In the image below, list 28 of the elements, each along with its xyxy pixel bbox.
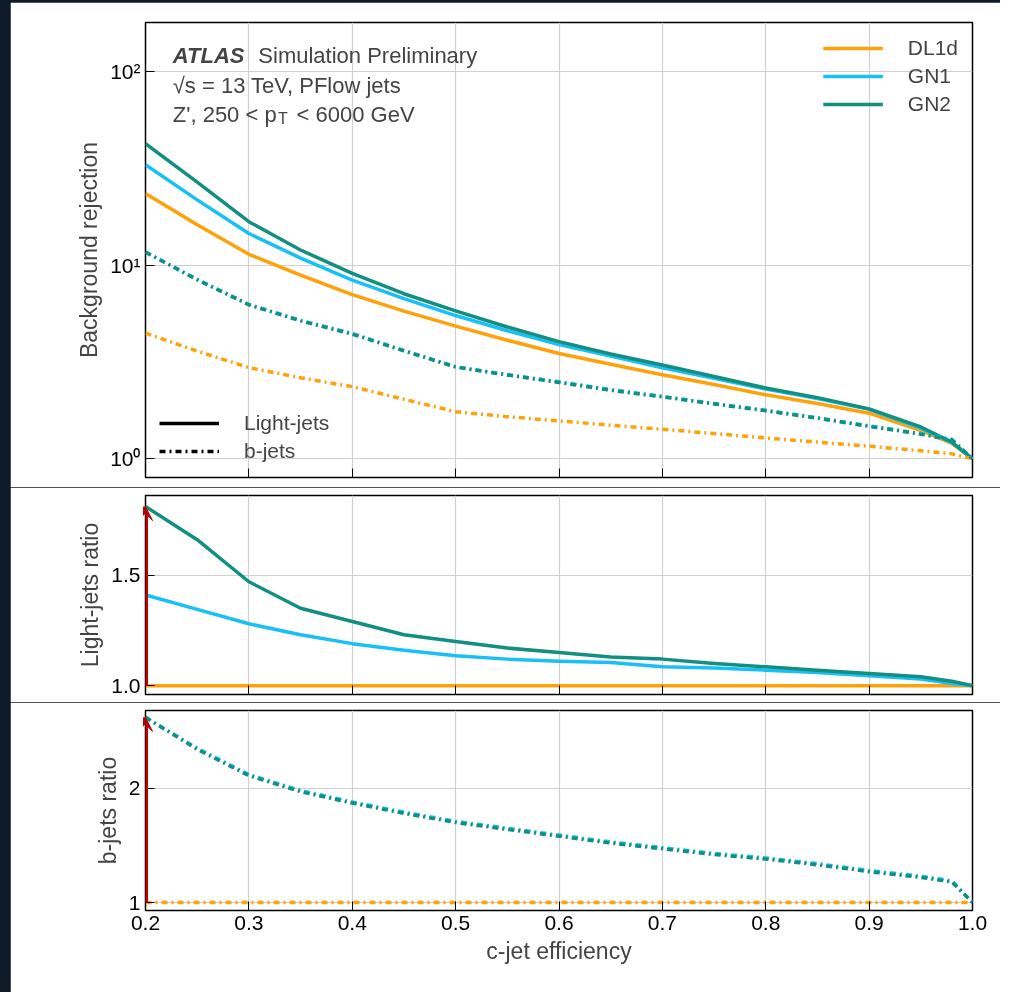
x-axis-title: c-jet efficiency xyxy=(486,937,633,964)
legend-label: GN1 xyxy=(907,64,951,88)
annotation: √s = 13 TeV, PFlow jets xyxy=(172,72,401,98)
line-series xyxy=(145,504,973,688)
annotation: b-jets xyxy=(244,439,296,463)
y-tick-label: 1.0 xyxy=(111,673,141,697)
annotation: ATLAS Simulation Preliminary xyxy=(171,42,478,68)
x-tick-label: 1.0 xyxy=(957,910,988,934)
x-tick-label: 0.8 xyxy=(751,910,781,934)
x-tick-label: 0.5 xyxy=(441,910,471,934)
legend-label: GN2 xyxy=(907,92,951,116)
y-axis-title: Light-jets ratio xyxy=(77,522,104,668)
x-tick-label: 0.3 xyxy=(234,910,264,934)
y-tick-label: 10⁰ xyxy=(110,447,141,471)
annotation: Light-jets xyxy=(244,411,330,435)
annotation: Z', 250 < pT < 6000 GeV xyxy=(172,102,415,128)
y-tick-label: 10¹ xyxy=(110,253,141,277)
y-tick-label: 10² xyxy=(110,60,141,84)
y-axis-title: Background rejection xyxy=(76,141,103,359)
y-tick-label: 2 xyxy=(128,776,141,800)
x-tick-label: 0.6 xyxy=(544,910,574,934)
y-tick-label: 1.5 xyxy=(111,563,141,587)
y-axis-title: b-jets ratio xyxy=(94,756,121,865)
x-tick-label: 0.7 xyxy=(647,910,677,934)
line-series xyxy=(145,715,973,905)
legend-label: DL1d xyxy=(907,36,958,60)
x-tick-label: 0.4 xyxy=(337,910,368,934)
x-tick-label: 0.9 xyxy=(854,910,884,934)
